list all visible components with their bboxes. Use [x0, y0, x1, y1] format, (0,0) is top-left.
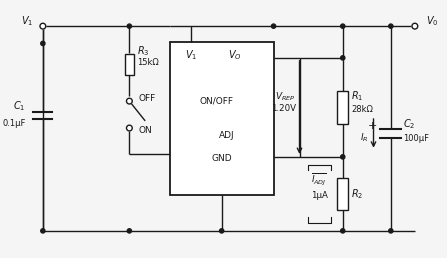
Circle shape — [219, 229, 224, 233]
Text: ON: ON — [138, 126, 152, 135]
Circle shape — [127, 24, 131, 28]
Text: $I_R$: $I_R$ — [360, 132, 369, 144]
Text: ADJ: ADJ — [219, 131, 234, 140]
Circle shape — [412, 23, 418, 29]
Text: $R_3$: $R_3$ — [137, 44, 150, 58]
Circle shape — [41, 41, 45, 46]
Text: ON/OFF: ON/OFF — [200, 97, 234, 106]
Circle shape — [41, 229, 45, 233]
Circle shape — [127, 125, 132, 131]
Text: $V_O$: $V_O$ — [228, 48, 242, 62]
Text: GND: GND — [211, 154, 232, 163]
Text: $C_2$: $C_2$ — [403, 117, 416, 131]
Circle shape — [341, 24, 345, 28]
Text: $C_1$: $C_1$ — [13, 99, 25, 113]
Circle shape — [40, 23, 46, 29]
Circle shape — [341, 155, 345, 159]
Circle shape — [341, 229, 345, 233]
Bar — [337, 178, 348, 210]
Bar — [125, 54, 134, 75]
Text: $\overline{I_{ADJ}}$: $\overline{I_{ADJ}}$ — [311, 172, 327, 188]
Text: 15kΩ: 15kΩ — [137, 58, 159, 67]
Circle shape — [389, 24, 393, 28]
Text: 28kΩ: 28kΩ — [351, 105, 373, 114]
Text: $R_1$: $R_1$ — [351, 89, 364, 103]
Circle shape — [127, 98, 132, 104]
Text: +: + — [368, 121, 377, 131]
Bar — [337, 91, 348, 124]
Text: 0.1μF: 0.1μF — [2, 119, 25, 128]
Circle shape — [127, 229, 131, 233]
Text: 100μF: 100μF — [403, 134, 429, 143]
Text: 1μA: 1μA — [311, 191, 328, 200]
Text: $R_2$: $R_2$ — [351, 187, 364, 201]
Text: 1.20V: 1.20V — [271, 104, 295, 113]
Circle shape — [341, 56, 345, 60]
Bar — [170, 42, 274, 195]
Text: $V_1$: $V_1$ — [185, 48, 197, 62]
Text: $V_{REP}$: $V_{REP}$ — [275, 90, 295, 103]
Text: $V_0$: $V_0$ — [426, 14, 439, 28]
Circle shape — [271, 24, 276, 28]
Text: OFF: OFF — [138, 94, 155, 103]
Text: $V_1$: $V_1$ — [21, 14, 33, 28]
Circle shape — [389, 229, 393, 233]
